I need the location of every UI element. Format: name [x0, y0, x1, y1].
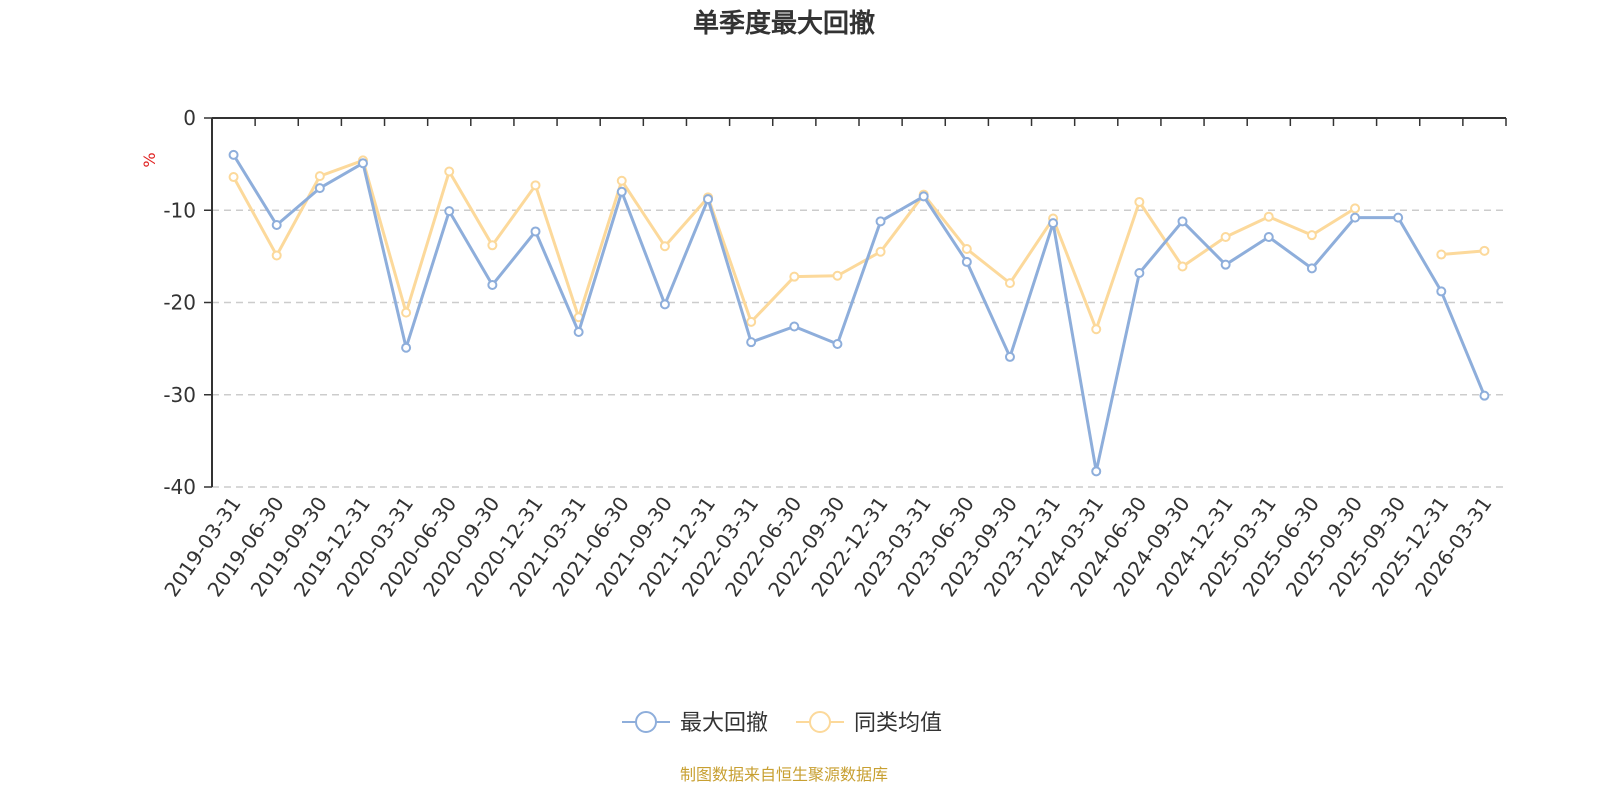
data-point[interactable] — [832, 270, 843, 281]
data-point[interactable] — [1306, 230, 1317, 241]
data-point[interactable] — [875, 246, 886, 257]
data-point[interactable] — [659, 299, 670, 310]
series-lines — [228, 149, 1490, 477]
legend-marker-icon — [809, 711, 831, 733]
chart-title: 单季度最大回撤 — [693, 8, 875, 39]
data-point[interactable] — [357, 158, 368, 169]
y-tick-label: -20 — [163, 291, 196, 315]
y-tick-label: -10 — [163, 198, 196, 222]
data-point[interactable] — [1306, 263, 1317, 274]
data-point[interactable] — [401, 307, 412, 318]
y-axis-unit: % — [140, 152, 159, 167]
legend-label: 同类均值 — [854, 711, 942, 736]
data-point[interactable] — [271, 220, 282, 231]
legend-item-max-drawdown[interactable]: 最大回撤 — [622, 711, 768, 736]
source-note: 制图数据来自恒生聚源数据库 — [680, 765, 888, 784]
data-point[interactable] — [616, 186, 627, 197]
data-point[interactable] — [444, 206, 455, 217]
data-point[interactable] — [530, 180, 541, 191]
data-point[interactable] — [1091, 466, 1102, 477]
data-point[interactable] — [1134, 267, 1145, 278]
data-point[interactable] — [961, 243, 972, 254]
data-point[interactable] — [228, 149, 239, 160]
legend-item-peer-average[interactable]: 同类均值 — [796, 711, 942, 736]
data-point[interactable] — [746, 337, 757, 348]
y-tick-label: -40 — [163, 475, 196, 499]
data-point[interactable] — [1393, 212, 1404, 223]
data-point[interactable] — [789, 271, 800, 282]
data-point[interactable] — [961, 256, 972, 267]
data-point[interactable] — [530, 226, 541, 237]
data-point[interactable] — [487, 279, 498, 290]
data-point[interactable] — [703, 194, 714, 205]
data-point[interactable] — [918, 191, 929, 202]
data-point[interactable] — [1436, 249, 1447, 260]
series-line — [232, 154, 1486, 473]
data-point[interactable] — [444, 166, 455, 177]
legend-marker-icon — [635, 711, 657, 733]
data-point[interactable] — [1479, 245, 1490, 256]
data-point[interactable] — [401, 342, 412, 353]
data-point[interactable] — [1220, 259, 1231, 270]
axes: 0-10-20-30-402019-03-312019-06-302019-09… — [159, 106, 1507, 601]
data-point[interactable] — [1004, 351, 1015, 362]
data-point[interactable] — [1350, 212, 1361, 223]
y-tick-label: -30 — [163, 383, 196, 407]
data-point[interactable] — [1134, 196, 1145, 207]
data-point[interactable] — [573, 327, 584, 338]
data-point[interactable] — [875, 216, 886, 227]
data-point[interactable] — [659, 241, 670, 252]
data-point[interactable] — [1048, 218, 1059, 229]
data-point[interactable] — [1263, 211, 1274, 222]
data-point[interactable] — [1091, 324, 1102, 335]
data-point[interactable] — [1220, 232, 1231, 243]
data-point[interactable] — [746, 316, 757, 327]
data-point[interactable] — [1177, 261, 1188, 272]
series-peer-average — [228, 155, 1490, 335]
legend-label: 最大回撤 — [680, 711, 768, 736]
legend[interactable]: 最大回撤 同类均值 — [622, 711, 942, 736]
data-point[interactable] — [1436, 286, 1447, 297]
data-point[interactable] — [789, 321, 800, 332]
data-point[interactable] — [1479, 390, 1490, 401]
data-point[interactable] — [1350, 203, 1361, 214]
data-point[interactable] — [832, 339, 843, 350]
data-point[interactable] — [1177, 216, 1188, 227]
series-max-drawdown — [228, 149, 1490, 477]
data-point[interactable] — [271, 250, 282, 261]
data-point[interactable] — [487, 240, 498, 251]
data-point[interactable] — [1004, 278, 1015, 289]
data-point[interactable] — [228, 172, 239, 183]
data-point[interactable] — [314, 171, 325, 182]
y-tick-label: 0 — [183, 106, 196, 130]
data-point[interactable] — [314, 183, 325, 194]
data-point[interactable] — [1263, 232, 1274, 243]
data-point[interactable] — [616, 175, 627, 186]
